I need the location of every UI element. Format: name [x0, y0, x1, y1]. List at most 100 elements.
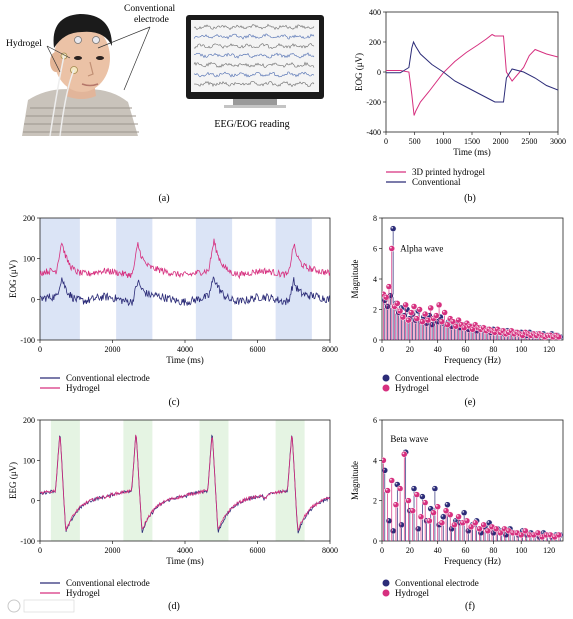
data-point-highlight [453, 519, 456, 521]
plot-area [386, 33, 558, 116]
data-point-highlight [433, 486, 435, 489]
x-tick-label: 2000 [105, 345, 121, 354]
data-point [413, 315, 421, 322]
eeg-trace-line [193, 61, 315, 68]
x-tick-label: 60 [462, 345, 470, 354]
data-point-highlight [391, 226, 394, 229]
data-point [414, 525, 422, 533]
data-point-highlight [486, 529, 488, 531]
data-point [452, 323, 460, 330]
data-point [401, 451, 408, 458]
shaded-interval [199, 420, 229, 541]
data-point-highlight [451, 319, 454, 322]
data-point-highlight [523, 529, 526, 531]
data-point-highlight [515, 531, 518, 533]
data-point-highlight [540, 333, 543, 336]
data-point-highlight [545, 333, 548, 336]
data-point [463, 517, 471, 525]
data-point-highlight [412, 486, 415, 489]
data-point [455, 513, 462, 521]
data-point-highlight [395, 301, 398, 304]
x-tick-label: 40 [434, 345, 442, 354]
y-tick-label: 0 [373, 537, 377, 546]
x-tick-label: 80 [489, 546, 497, 555]
data-point-highlight [481, 326, 484, 328]
series-line-b [386, 40, 558, 103]
data-point-highlight [456, 318, 459, 321]
data-point-highlight [557, 533, 559, 535]
data-point-highlight [523, 330, 526, 333]
x-axis-label: Time (ms) [453, 147, 490, 157]
y-tick-label: 100 [23, 255, 35, 264]
data-point-highlight [382, 292, 384, 295]
data-point-highlight [531, 533, 534, 535]
legend-label: Conventional [412, 177, 461, 187]
data-point [446, 511, 454, 519]
x-tick-label: 80 [489, 345, 497, 354]
legend-label: Hydrogel [395, 383, 429, 393]
data-point [389, 225, 397, 232]
data-point-highlight [557, 335, 559, 337]
chart-e: 0 20 40 60 80 100 120 0 2 4 6 8 Frequency (Hz) Magnit… [350, 214, 564, 408]
data-point-highlight [467, 324, 470, 327]
subject-photo [20, 4, 140, 136]
data-point [384, 487, 391, 494]
data-point [441, 309, 448, 316]
legend-label: Conventional electrode [66, 578, 150, 588]
data-point [419, 318, 426, 325]
data-point [424, 316, 432, 324]
chart-b: 0 500 1000 1500 2000 2500 3000 -400 -200 0 200 400 T… [354, 8, 566, 204]
data-point-highlight [537, 332, 540, 334]
data-point-highlight [498, 531, 501, 533]
x-tick-label: 20 [406, 345, 414, 354]
shaded-interval [116, 218, 153, 340]
data-point [421, 499, 429, 506]
data-point-highlight [490, 329, 492, 331]
data-point [384, 303, 391, 310]
data-point-highlight [548, 533, 551, 535]
x-tick-label: 1000 [435, 137, 451, 146]
monitor-caption: EEG/EOG reading [214, 119, 289, 130]
eeg-trace-line [193, 33, 315, 40]
data-point [396, 485, 404, 492]
panel-letter: (c) [168, 397, 179, 408]
y-axis-label: EOG (μV) [354, 53, 364, 91]
data-point-highlight [494, 527, 497, 529]
data-point-highlight [398, 486, 401, 489]
panel-letter: (d) [168, 601, 180, 612]
data-point-highlight [417, 307, 420, 310]
data-point [427, 304, 434, 312]
data-point-highlight [423, 500, 426, 503]
data-point-highlight [473, 322, 476, 325]
data-point-highlight [402, 452, 405, 455]
x-tick-label: 0 [380, 345, 384, 354]
data-point [555, 333, 563, 341]
data-point [451, 521, 458, 529]
data-point [444, 501, 451, 508]
data-point-highlight [469, 525, 472, 527]
conventional-label-line1: Conventional [124, 4, 176, 14]
data-point-highlight [540, 535, 543, 537]
data-point-highlight [495, 327, 498, 330]
data-point-highlight [531, 332, 534, 334]
plot-area [382, 225, 563, 341]
data-point-highlight [502, 527, 505, 529]
data-point [421, 310, 429, 318]
x-tick-label: 100 [515, 345, 527, 354]
data-point [438, 318, 446, 325]
y-tick-label: -200 [366, 98, 381, 107]
y-tick-label: 6 [373, 245, 377, 254]
plot-frame [385, 11, 559, 133]
monitor-icon [186, 15, 324, 108]
data-point-highlight [394, 502, 396, 505]
data-point-highlight [554, 333, 557, 336]
x-axis-label: Time (ms) [166, 355, 203, 365]
data-point-highlight [459, 322, 462, 325]
data-point-highlight [511, 531, 513, 533]
data-point-highlight [473, 521, 476, 523]
data-point-highlight [481, 523, 484, 525]
data-point [399, 313, 407, 321]
data-point-highlight [440, 319, 442, 322]
x-tick-label: 0 [384, 137, 388, 146]
y-tick-label: -100 [20, 537, 35, 546]
